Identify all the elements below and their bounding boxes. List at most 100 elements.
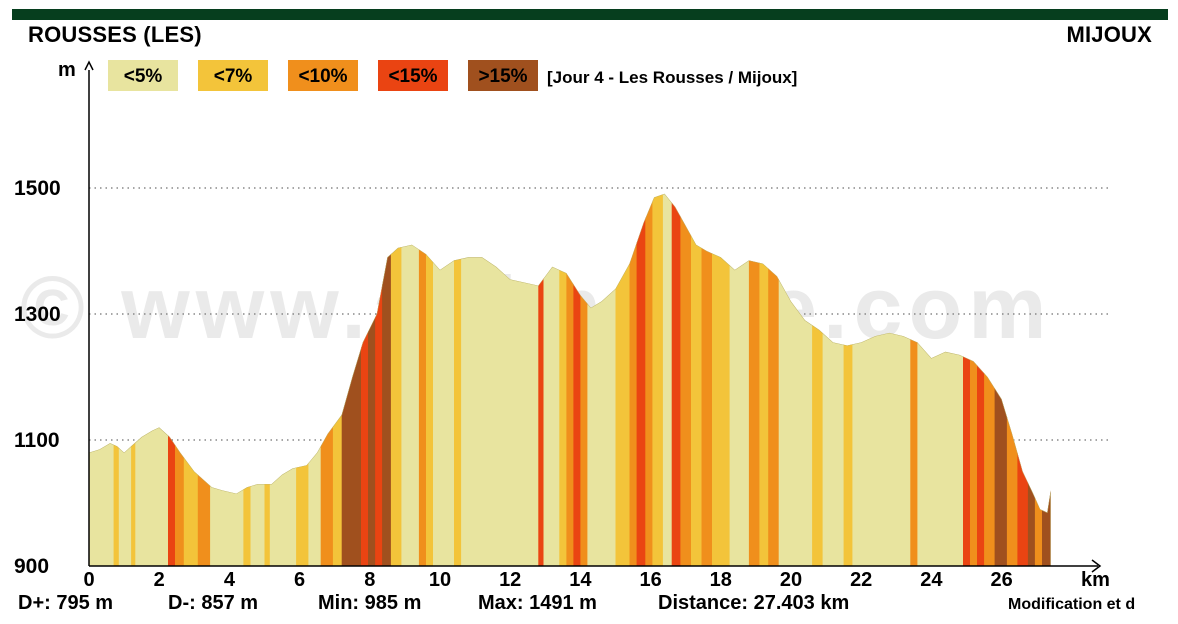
x-tick-6: 6 [294,569,305,591]
grade-band-28 [454,193,462,566]
grade-band-29 [461,193,539,566]
grade-band-42 [662,193,673,566]
grade-band-43 [671,193,682,566]
grade-band-55 [843,193,853,566]
grade-band-45 [691,193,703,566]
grade-band-36 [587,193,617,566]
stat-d-plus: D+: 795 m [18,592,113,614]
grade-band-19 [361,193,369,566]
x-tick-26: 26 [990,569,1012,591]
grade-band-6 [175,193,185,566]
grade-band-44 [680,193,692,566]
grade-band-37 [615,193,631,566]
legend-swatch-2 [288,60,358,91]
grade-band-59 [963,193,971,566]
grade-band-66 [1027,193,1036,566]
grade-band-56 [852,193,911,566]
header-bar-notch [464,9,524,13]
grade-band-60 [970,193,978,566]
grade-band-21 [375,193,383,566]
grade-bands [89,193,1051,566]
grade-band-23 [390,193,402,566]
legend-caption: [Jour 4 - Les Rousses / Mijoux] [547,68,797,87]
x-tick-2: 2 [154,569,165,591]
grade-band-40 [645,193,653,566]
grade-band-38 [629,193,638,566]
legend: <5% <7% <10% <15% >15% [108,60,538,91]
x-axis-unit: km [1081,569,1110,591]
grade-band-13 [269,193,297,566]
x-tick-14: 14 [569,569,592,591]
grade-band-12 [264,193,271,566]
stat-distance: Distance: 27.403 km [658,592,849,614]
x-axis-arrow-icon [1091,559,1102,573]
grade-band-8 [197,193,211,566]
y-tick-1100: 1100 [14,429,60,452]
x-tick-4: 4 [224,569,236,591]
grade-band-58 [917,193,964,566]
x-tick-8: 8 [364,569,375,591]
header-bar [12,9,1168,20]
grade-band-57 [910,193,918,566]
grade-band-54 [822,193,845,566]
grade-band-16 [320,193,334,566]
end-place-label: MIJOUX [1066,22,1152,47]
grade-band-18 [341,193,362,566]
legend-label-0: <5% [124,66,163,87]
y-ticks: 900 1100 1300 1500 [14,177,61,578]
grade-band-46 [701,193,713,566]
grade-band-48 [729,193,750,566]
grade-band-27 [433,193,455,566]
grade-band-20 [368,193,376,566]
grade-band-34 [573,193,581,566]
grade-band-11 [250,193,266,566]
legend-label-4: >15% [478,66,527,87]
y-axis-arrow-icon [84,60,94,71]
y-axis-unit: m [58,59,76,81]
x-tick-20: 20 [780,569,802,591]
grade-band-61 [977,193,985,566]
x-tick-22: 22 [850,569,872,591]
start-place-label: ROUSSES (LES) [28,22,202,47]
grade-band-32 [559,193,567,566]
credit-text: Modification et d [1008,596,1135,613]
grade-band-47 [712,193,731,566]
grade-band-4 [135,193,169,566]
legend-swatch-1 [198,60,268,91]
grade-band-64 [1006,193,1018,566]
grade-band-1 [113,193,120,566]
y-tick-1500: 1500 [14,177,61,200]
grade-band-50 [759,193,769,566]
grade-band-68 [1042,193,1051,566]
grade-band-5 [168,193,176,566]
grade-band-26 [426,193,434,566]
legend-swatch-0 [108,60,178,91]
grade-band-41 [652,193,664,566]
grade-band-0 [89,193,115,566]
grade-band-2 [118,193,132,566]
legend-swatch-4 [468,60,538,91]
grade-band-35 [580,193,588,566]
y-tick-900: 900 [14,555,49,578]
x-tick-12: 12 [499,569,521,591]
grade-band-53 [812,193,824,566]
grade-band-49 [748,193,760,566]
grade-band-51 [768,193,780,566]
stat-max: Max: 1491 m [478,592,597,614]
grade-band-7 [183,193,199,566]
grade-band-62 [984,193,996,566]
x-tick-18: 18 [710,569,732,591]
legend-swatch-3 [378,60,448,91]
x-ticks: 0 2 4 6 8 10 12 14 16 18 20 22 24 26 [83,569,1012,591]
grade-band-52 [778,193,813,566]
legend-label-2: <10% [298,66,347,87]
grade-band-17 [332,193,343,566]
grade-band-10 [243,193,251,566]
grade-band-22 [382,193,392,566]
grade-band-67 [1034,193,1043,566]
grade-band-33 [566,193,574,566]
grade-band-24 [401,193,420,566]
grade-band-14 [296,193,309,566]
profile-outline [89,193,1051,566]
